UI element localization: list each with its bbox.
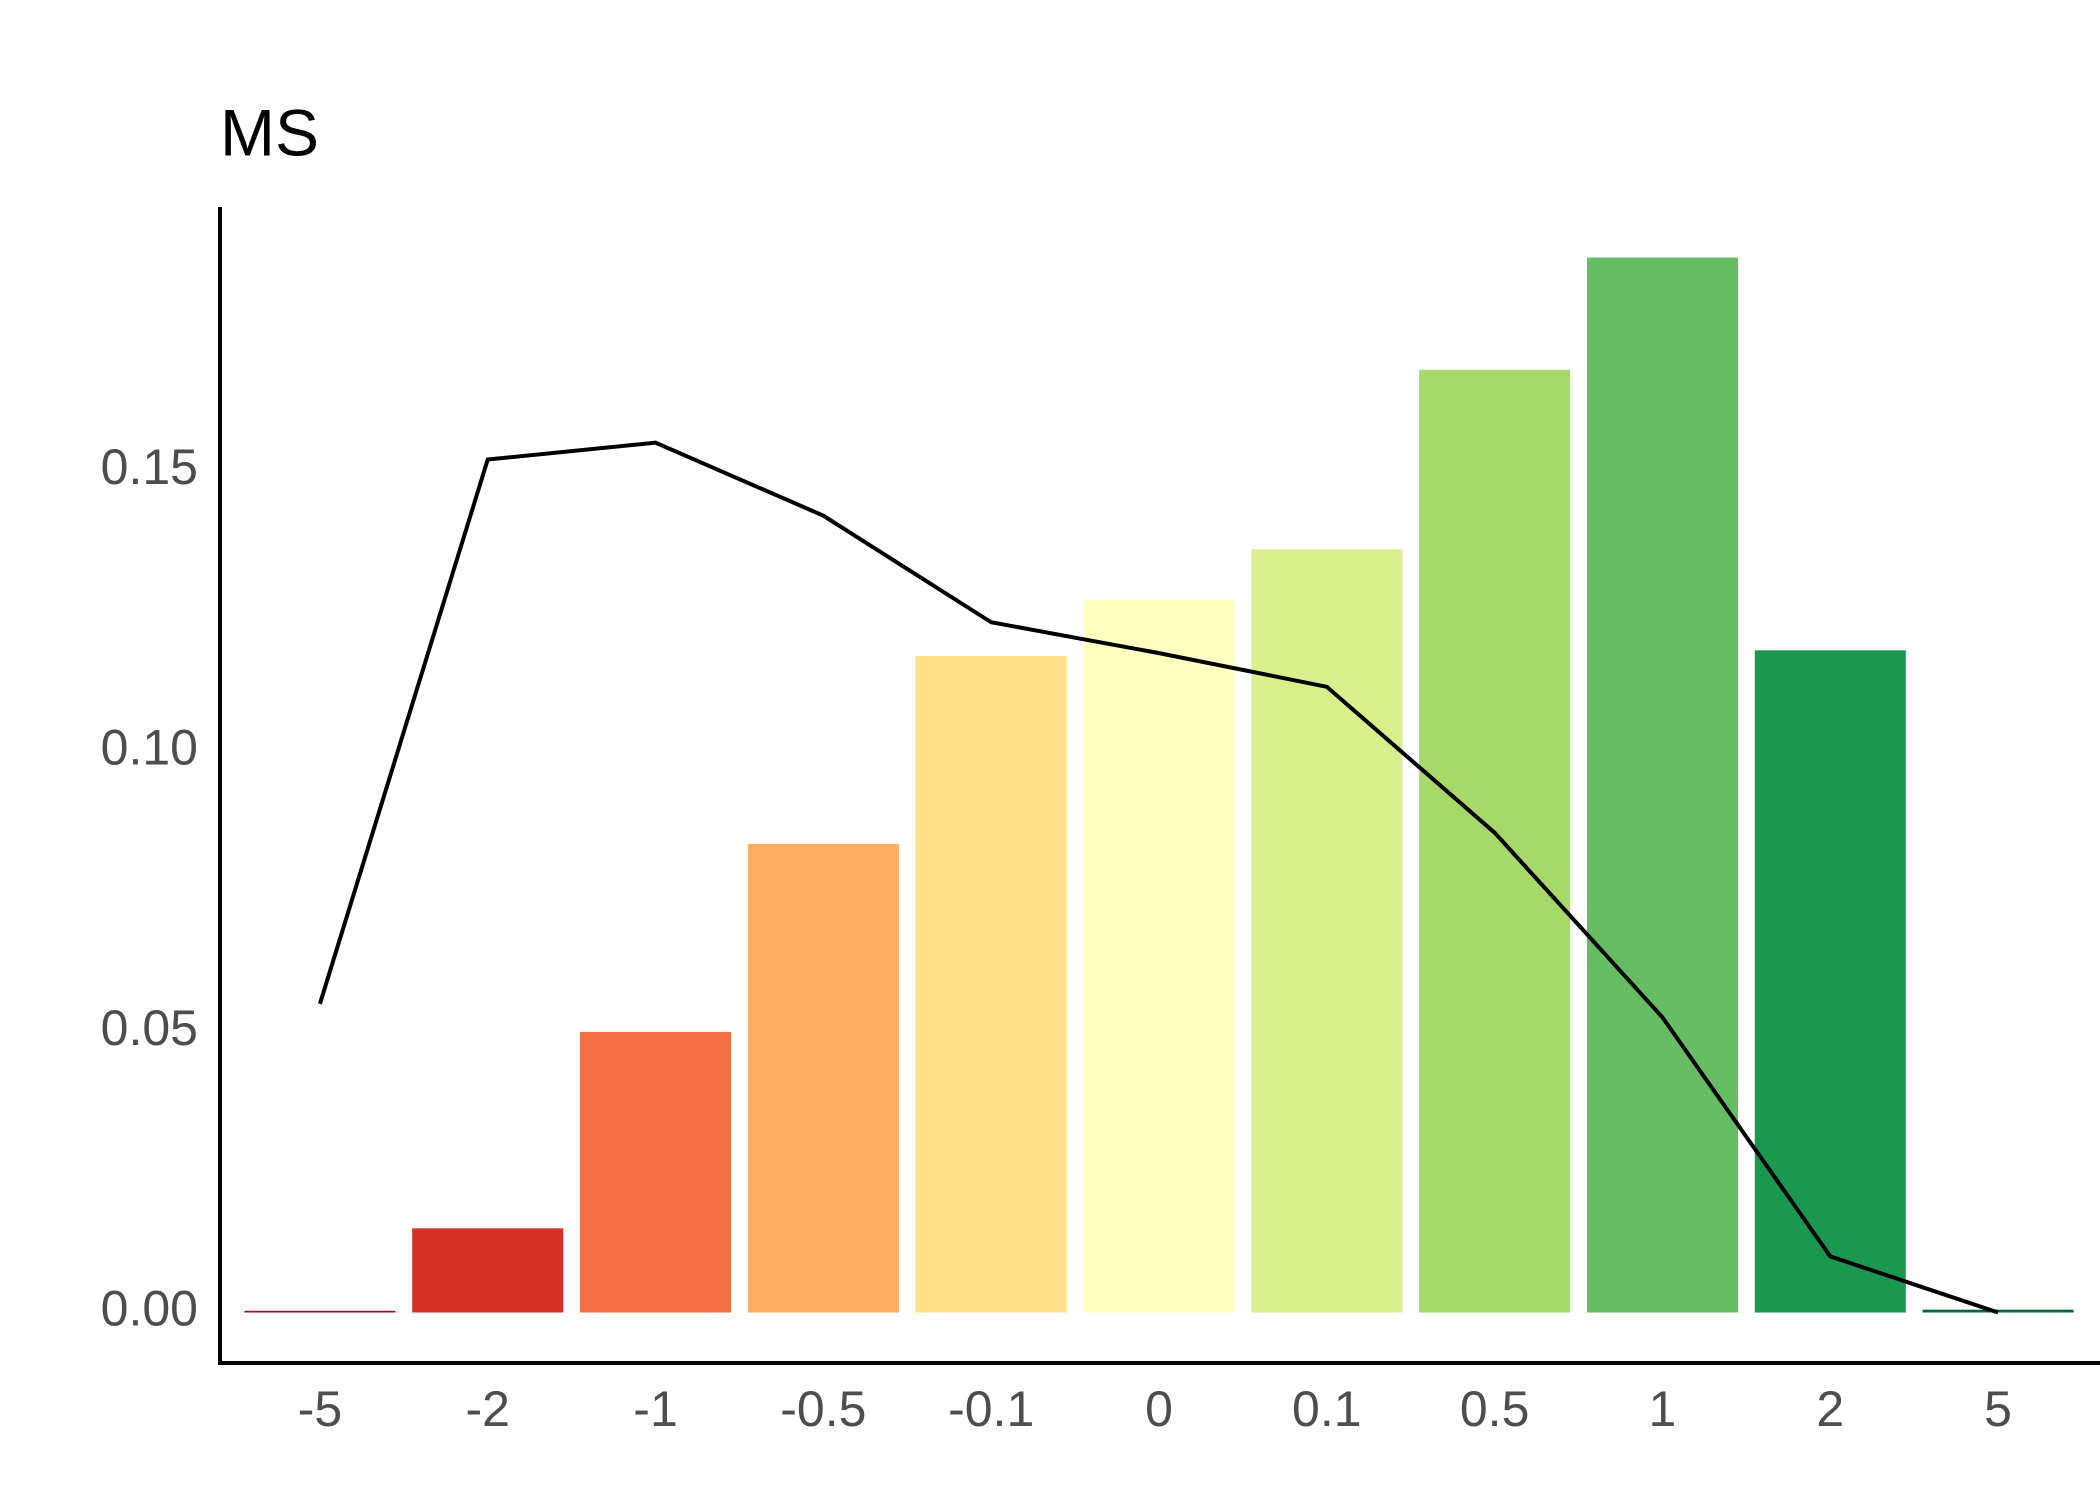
x-tick-label: 0.1 [1292, 1381, 1362, 1437]
y-tick-label: 0.10 [101, 720, 198, 776]
bar [1586, 257, 1738, 1313]
y-tick-label: 0.05 [101, 1000, 198, 1056]
bar [412, 1228, 564, 1313]
x-tick-label: -1 [633, 1381, 677, 1437]
bar [1251, 549, 1403, 1313]
bar [580, 1031, 732, 1313]
chart-title: MS [220, 95, 319, 169]
x-tick-label: 1 [1649, 1381, 1677, 1437]
x-tick-label: 2 [1816, 1381, 1844, 1437]
bar [915, 655, 1067, 1313]
bar [1419, 369, 1571, 1313]
x-tick-label: 0.5 [1460, 1381, 1530, 1437]
bar [1083, 599, 1235, 1313]
x-tick-label: -2 [465, 1381, 509, 1437]
y-tick-label: 0.15 [101, 439, 198, 495]
y-tick-label: 0.00 [101, 1281, 198, 1337]
bar [1754, 650, 1906, 1313]
x-tick-label: -0.1 [948, 1381, 1034, 1437]
line [317, 440, 1999, 1315]
x-tick-label: -5 [298, 1381, 342, 1437]
x-tick-label: -0.5 [780, 1381, 866, 1437]
bar [244, 1310, 396, 1313]
x-tick-label: 5 [1984, 1381, 2012, 1437]
bar [747, 843, 899, 1313]
x-tick-label: 0 [1145, 1381, 1173, 1437]
